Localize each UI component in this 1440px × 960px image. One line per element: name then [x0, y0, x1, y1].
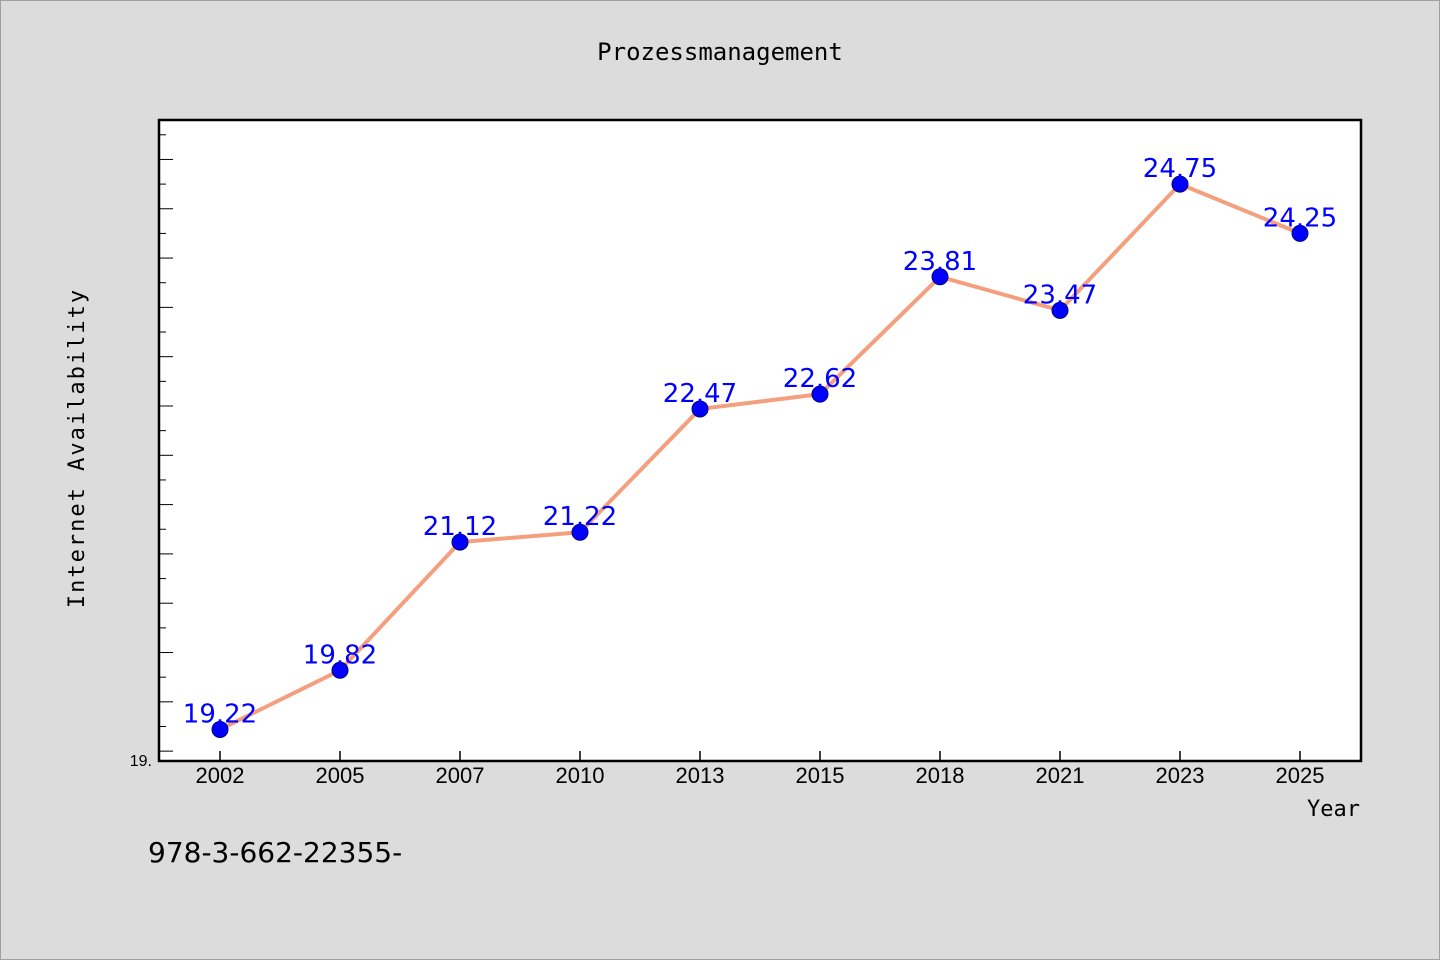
- data-markers: [211, 175, 1309, 738]
- data-label: 24.75: [1143, 154, 1217, 184]
- data-point-marker: [451, 533, 469, 551]
- x-tick-label: 2023: [1156, 763, 1205, 788]
- data-point-marker: [931, 268, 949, 286]
- data-label: 21.22: [543, 502, 617, 532]
- x-tick-label: 2013: [676, 763, 725, 788]
- x-tick-label: 2018: [916, 763, 965, 788]
- data-label: 22.62: [783, 364, 857, 394]
- data-label: 23.47: [1023, 280, 1097, 310]
- x-tick-label: 2015: [796, 763, 845, 788]
- y-tick-label: 19.: [130, 753, 152, 770]
- x-axis-label: Year: [1307, 797, 1360, 822]
- series-line: [219, 182, 1301, 732]
- x-tick-labels: 2002 2005 2007 2010 2013 2015 2018 2021 2023 2025: [196, 763, 1325, 788]
- data-point-marker: [1291, 224, 1309, 242]
- data-point-marker: [331, 661, 349, 679]
- data-labels: 19.22 19.82 21.12 21.22 22.47 22.62 23.81 23.47…: [183, 154, 1337, 729]
- data-point-marker: [211, 720, 229, 738]
- chart-title: Prozessmanagement: [597, 38, 843, 66]
- data-point-marker: [1051, 301, 1069, 319]
- y-axis-label: Internet Availability: [65, 288, 90, 608]
- x-axis-ticks: [219, 751, 1301, 761]
- data-point-marker: [691, 400, 709, 418]
- data-label: 19.22: [183, 699, 257, 729]
- data-point-marker: [571, 523, 589, 541]
- footer-text: 978-3-662-22355-: [148, 836, 402, 869]
- data-label: 21.12: [423, 512, 497, 542]
- data-label: 24.25: [1263, 203, 1337, 233]
- x-tick-label: 2010: [556, 763, 605, 788]
- y-axis-ticks: [159, 134, 173, 752]
- data-point-marker: [811, 385, 829, 403]
- x-tick-label: 2021: [1036, 763, 1085, 788]
- data-point-marker: [1171, 175, 1189, 193]
- data-label: 22.47: [663, 379, 737, 409]
- x-tick-label: 2005: [316, 763, 365, 788]
- x-tick-label: 2002: [196, 763, 245, 788]
- x-tick-label: 2025: [1276, 763, 1325, 788]
- x-tick-label: 2007: [436, 763, 485, 788]
- plot-area: [157, 118, 1363, 763]
- data-label: 23.81: [903, 247, 977, 277]
- data-label: 19.82: [303, 640, 377, 670]
